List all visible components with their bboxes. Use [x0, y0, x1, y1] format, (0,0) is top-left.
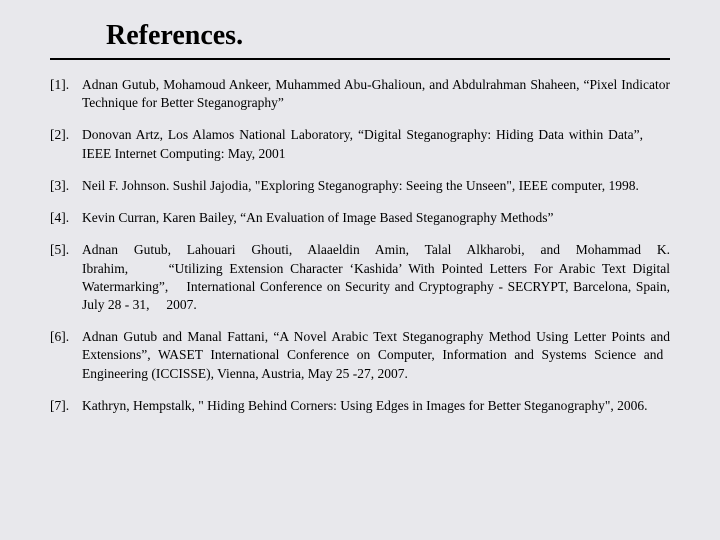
title-rule: [50, 58, 670, 60]
reference-number: [6].: [50, 328, 82, 383]
reference-text: Adnan Gutub, Lahouari Ghouti, Alaaeldin …: [82, 241, 670, 314]
reference-item: [5]. Adnan Gutub, Lahouari Ghouti, Alaae…: [50, 241, 670, 314]
reference-number: [4].: [50, 209, 82, 227]
reference-text: Adnan Gutub and Manal Fattani, “A Novel …: [82, 328, 670, 383]
reference-text: Kevin Curran, Karen Bailey, “An Evaluati…: [82, 209, 670, 227]
reference-number: [3].: [50, 177, 82, 195]
reference-number: [2].: [50, 126, 82, 162]
reference-item: [3]. Neil F. Johnson. Sushil Jajodia, "E…: [50, 177, 670, 195]
section-title: References.: [106, 20, 670, 52]
reference-text: Kathryn, Hempstalk, " Hiding Behind Corn…: [82, 397, 670, 415]
references-list: [1]. Adnan Gutub, Mohamoud Ankeer, Muham…: [50, 76, 670, 415]
reference-item: [7]. Kathryn, Hempstalk, " Hiding Behind…: [50, 397, 670, 415]
reference-number: [7].: [50, 397, 82, 415]
reference-number: [5].: [50, 241, 82, 314]
reference-text: Adnan Gutub, Mohamoud Ankeer, Muhammed A…: [82, 76, 670, 112]
reference-number: [1].: [50, 76, 82, 112]
reference-item: [4]. Kevin Curran, Karen Bailey, “An Eva…: [50, 209, 670, 227]
reference-item: [6]. Adnan Gutub and Manal Fattani, “A N…: [50, 328, 670, 383]
reference-item: [1]. Adnan Gutub, Mohamoud Ankeer, Muham…: [50, 76, 670, 112]
page: References. [1]. Adnan Gutub, Mohamoud A…: [0, 0, 720, 415]
reference-text: Donovan Artz, Los Alamos National Labora…: [82, 126, 670, 162]
reference-item: [2]. Donovan Artz, Los Alamos National L…: [50, 126, 670, 162]
reference-text: Neil F. Johnson. Sushil Jajodia, "Explor…: [82, 177, 670, 195]
